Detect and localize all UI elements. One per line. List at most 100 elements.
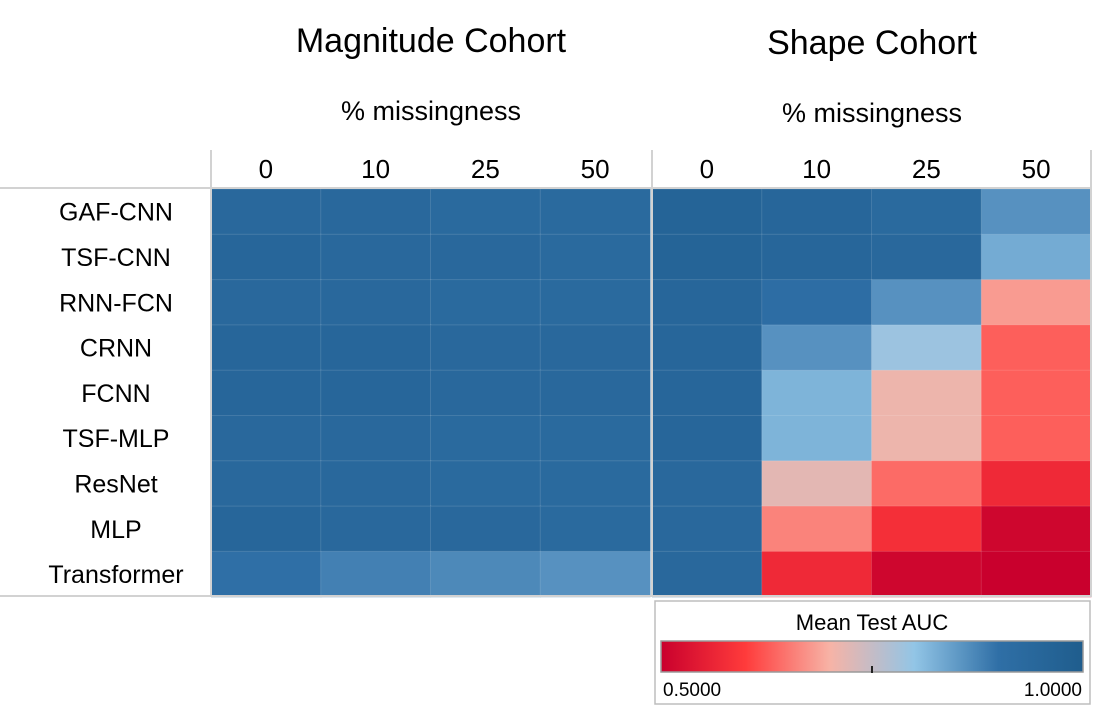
heatmap-cell-p0-r0-c2 xyxy=(430,188,542,236)
heatmap-cell-p0-r7-c3 xyxy=(539,505,651,553)
heatmap-cell-p1-r7-c3 xyxy=(980,505,1092,553)
heatmap-cell-p1-r7-c0 xyxy=(651,505,763,553)
column-label-p0-c3: 50 xyxy=(581,154,610,184)
heatmap-cell-p0-r2-c3 xyxy=(539,279,651,326)
row-label-6: ResNet xyxy=(74,470,157,498)
row-label-3: CRNN xyxy=(80,335,152,363)
heatmap-cell-p1-r4-c1 xyxy=(761,369,873,417)
heatmap-cell-p1-r3-c3 xyxy=(980,324,1092,372)
heatmap-cell-p0-r7-c2 xyxy=(430,505,542,553)
heatmap-cell-p1-r6-c1 xyxy=(761,460,873,508)
column-label-p1-c3: 50 xyxy=(1022,154,1051,184)
column-label-p0-c2: 25 xyxy=(471,154,500,184)
heatmap-cell-p0-r8-c2 xyxy=(430,550,542,598)
table-frame xyxy=(0,150,1092,597)
heatmap-cell-p1-r5-c2 xyxy=(871,415,983,462)
heatmap-cell-p0-r1-c0 xyxy=(210,233,322,281)
heatmap-cell-p0-r4-c2 xyxy=(430,369,542,417)
heatmap-cell-p1-r5-c0 xyxy=(651,415,763,462)
panel-xlabel-magnitude: % missingness xyxy=(341,96,521,126)
heatmap-cell-p1-r4-c0 xyxy=(651,369,763,417)
heatmap-cell-p0-r4-c1 xyxy=(320,369,432,417)
heatmap-cell-p0-r3-c1 xyxy=(320,324,432,372)
row-label-5: TSF-MLP xyxy=(63,425,170,453)
row-label-1: TSF-CNN xyxy=(61,244,171,272)
heatmap-cell-p0-r6-c2 xyxy=(430,460,542,508)
heatmap-cell-p0-r3-c0 xyxy=(210,324,322,372)
heatmap-cell-p0-r1-c1 xyxy=(320,233,432,281)
heatmap-cell-p1-r2-c1 xyxy=(761,279,873,326)
heatmap-cell-p1-r4-c3 xyxy=(980,369,1092,417)
heatmap-cell-p1-r8-c0 xyxy=(651,550,763,598)
column-labels: 0 10 25 50 0 10 25 50 xyxy=(259,154,1051,184)
heatmap-cell-p1-r1-c3 xyxy=(980,233,1092,281)
heatmap-cell-p1-r8-c2 xyxy=(871,550,983,598)
row-label-0: GAF-CNN xyxy=(59,199,173,227)
heatmap-cell-p1-r0-c2 xyxy=(871,188,983,236)
heatmap-cell-p0-r8-c0 xyxy=(210,550,322,598)
heatmap-cell-p0-r2-c0 xyxy=(210,279,322,326)
heatmap-cell-p1-r6-c3 xyxy=(980,460,1092,508)
heatmap-cell-p0-r7-c0 xyxy=(210,505,322,553)
heatmap-cell-p0-r6-c3 xyxy=(539,460,651,508)
heatmap-cell-p1-r3-c1 xyxy=(761,324,873,372)
heatmap-cell-p1-r1-c2 xyxy=(871,233,983,281)
heatmap-cell-p0-r3-c3 xyxy=(539,324,651,372)
legend-min-label: 0.5000 xyxy=(663,680,721,701)
row-label-2: RNN-FCN xyxy=(59,289,173,317)
column-label-p1-c2: 25 xyxy=(912,154,941,184)
heatmap-cell-p1-r5-c1 xyxy=(761,415,873,462)
heatmap-cell-p1-r3-c0 xyxy=(651,324,763,372)
column-label-p1-c0: 0 xyxy=(700,154,714,184)
heatmap-cell-p1-r6-c2 xyxy=(871,460,983,508)
heatmap-cell-p1-r8-c1 xyxy=(761,550,873,598)
heatmap-cell-p0-r3-c2 xyxy=(430,324,542,372)
heatmap-cell-p0-r5-c0 xyxy=(210,415,322,462)
heatmap-cell-p1-r4-c2 xyxy=(871,369,983,417)
heatmap-cell-p0-r2-c2 xyxy=(430,279,542,326)
heatmap-cell-p1-r2-c0 xyxy=(651,279,763,326)
heatmap-cell-p0-r1-c2 xyxy=(430,233,542,281)
panel-xlabel-shape: % missingness xyxy=(782,98,962,128)
heatmap-cell-p0-r8-c3 xyxy=(539,550,651,598)
column-label-p0-c1: 10 xyxy=(361,154,390,184)
heatmap-cell-p0-r6-c0 xyxy=(210,460,322,508)
heatmap-cell-p0-r6-c1 xyxy=(320,460,432,508)
heatmap-cell-p0-r0-c0 xyxy=(210,188,322,236)
heatmap-cell-p1-r1-c1 xyxy=(761,233,873,281)
heatmap-cell-p1-r2-c3 xyxy=(980,279,1092,326)
heatmap-cell-p0-r2-c1 xyxy=(320,279,432,326)
heatmap-cell-p1-r6-c0 xyxy=(651,460,763,508)
panel-title-shape: Shape Cohort xyxy=(767,24,977,62)
heatmap-cell-p1-r7-c1 xyxy=(761,505,873,553)
heatmap-cell-p0-r0-c3 xyxy=(539,188,651,236)
heatmap-cell-p1-r7-c2 xyxy=(871,505,983,553)
heatmap-cell-p1-r0-c3 xyxy=(980,188,1092,236)
row-labels: GAF-CNN TSF-CNN RNN-FCN CRNN FCNN TSF-MLP ResN… xyxy=(48,199,183,589)
row-label-4: FCNN xyxy=(81,380,150,408)
column-label-p1-c1: 10 xyxy=(802,154,831,184)
heatmap-cell-p0-r8-c1 xyxy=(320,550,432,598)
heatmap-cell-p1-r1-c0 xyxy=(651,233,763,281)
legend: Mean Test AUC 0.5000 1.0000 xyxy=(654,600,1091,705)
heatmap-cell-p1-r5-c3 xyxy=(980,415,1092,462)
column-label-p0-c0: 0 xyxy=(259,154,273,184)
heatmap-cell-p1-r3-c2 xyxy=(871,324,983,372)
heatmap-cell-p0-r5-c1 xyxy=(320,415,432,462)
heatmap-cells xyxy=(210,188,1092,598)
heatmap-cell-p1-r0-c1 xyxy=(761,188,873,236)
heatmap-cell-p1-r2-c2 xyxy=(871,279,983,326)
heatmap-cell-p0-r5-c2 xyxy=(430,415,542,462)
heatmap-cell-p1-r0-c0 xyxy=(651,188,763,236)
panel-title-magnitude: Magnitude Cohort xyxy=(296,22,567,60)
heatmap-cell-p1-r8-c3 xyxy=(980,550,1092,598)
row-label-8: Transformer xyxy=(48,561,183,589)
heatmap-cell-p0-r4-c0 xyxy=(210,369,322,417)
heatmap-cell-p0-r7-c1 xyxy=(320,505,432,553)
heatmap-cell-p0-r5-c3 xyxy=(539,415,651,462)
legend-title: Mean Test AUC xyxy=(796,610,949,635)
legend-max-label: 1.0000 xyxy=(1024,680,1082,701)
heatmap-cell-p0-r1-c3 xyxy=(539,233,651,281)
heatmap-cell-p0-r0-c1 xyxy=(320,188,432,236)
